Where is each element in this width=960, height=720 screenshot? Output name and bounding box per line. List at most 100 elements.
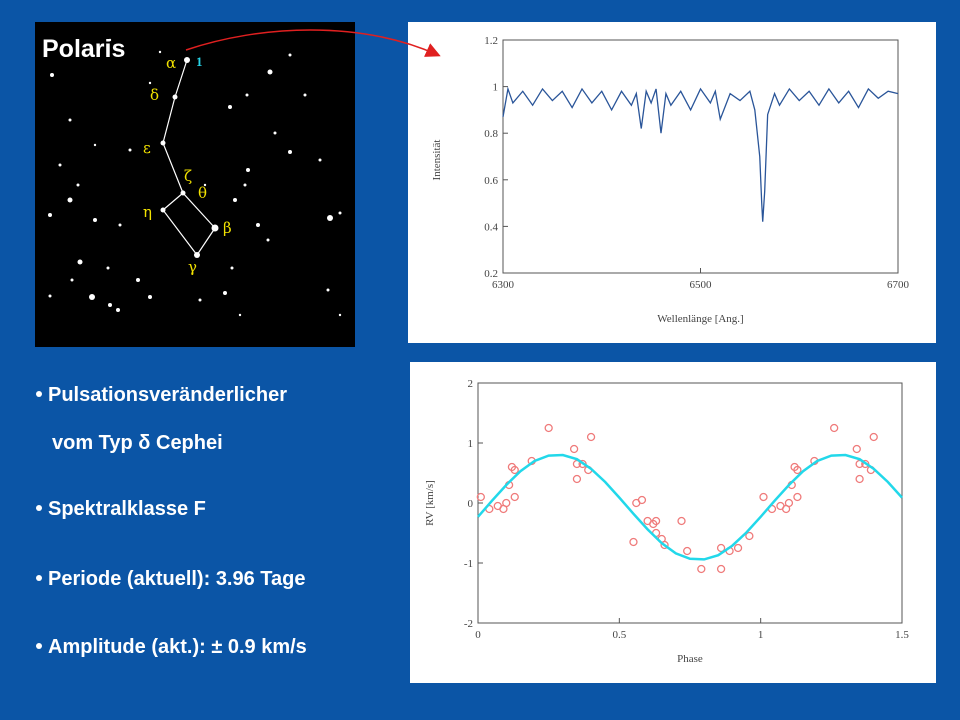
data-point	[697, 564, 706, 574]
data-point	[476, 492, 485, 502]
bullet-dot	[36, 391, 42, 397]
data-point	[569, 444, 579, 454]
y-tick-label: 0	[468, 498, 474, 510]
star	[48, 294, 52, 298]
bullet-dot	[36, 575, 42, 581]
star	[338, 313, 342, 317]
data-point	[586, 432, 596, 442]
bullet-dot	[36, 505, 42, 511]
x-tick-label: 0.5	[612, 629, 626, 641]
bullet-text: Amplitude (akt.): ± 0.9 km/s	[48, 636, 307, 658]
star	[68, 118, 72, 122]
chart: 0.2 0.4 0.6 0.8 1 1.2 6300 6500 6700 Wellenlänge …	[431, 35, 910, 325]
star-label: α	[166, 54, 176, 72]
star	[148, 81, 152, 85]
star	[116, 308, 120, 312]
rv-panel	[410, 362, 936, 683]
star	[245, 93, 249, 97]
data-line	[477, 453, 903, 561]
data-point	[852, 444, 861, 454]
star	[318, 158, 322, 162]
star	[246, 168, 250, 172]
star-label: θ	[198, 184, 207, 202]
data-point	[784, 498, 794, 508]
star	[327, 215, 333, 221]
data-point	[793, 492, 802, 502]
star	[108, 38, 112, 42]
x-tick-label: 6300	[492, 279, 515, 291]
star	[58, 163, 62, 167]
star	[230, 266, 234, 270]
star	[303, 93, 307, 97]
star	[136, 278, 140, 282]
data-point	[716, 543, 726, 553]
star	[223, 291, 227, 295]
data-line	[502, 86, 899, 222]
star	[106, 266, 110, 270]
star	[50, 73, 54, 77]
data-point	[683, 546, 692, 556]
data-point	[544, 423, 553, 433]
data-point	[830, 423, 839, 433]
data-point	[660, 540, 669, 550]
star	[93, 143, 97, 147]
x-tick-label: 1	[758, 629, 764, 641]
constellation-lines	[162, 59, 216, 257]
star-label: δ	[150, 86, 159, 104]
bullet-text: vom Typ δ Cephei	[52, 432, 223, 454]
chart: -2 -1 0 1 2 0 0.5 1 1.5 Phase RV [km/s]	[424, 378, 909, 665]
star	[48, 213, 52, 217]
star-label: η	[143, 203, 152, 221]
star	[288, 150, 292, 154]
star	[256, 223, 260, 227]
y-tick-label: 2	[468, 378, 474, 390]
bullet-list: Pulsationsveränderlicher vom Typ δ Cephei…	[36, 384, 307, 658]
star	[77, 259, 83, 265]
x-axis-label: Phase	[677, 653, 703, 665]
data-point	[637, 495, 647, 505]
data-point	[502, 498, 511, 508]
constellation-panel	[35, 22, 355, 347]
star	[158, 50, 162, 54]
x-tick-label: 1.5	[895, 629, 909, 641]
star	[89, 294, 95, 300]
star	[93, 218, 97, 222]
y-tick-label: 0.8	[484, 128, 498, 140]
y-axis-label: RV [km/s]	[424, 480, 436, 526]
star	[233, 198, 237, 202]
background-stars	[48, 38, 342, 317]
data-point	[510, 492, 519, 502]
star	[198, 298, 202, 302]
bullet-text: Pulsationsveränderlicher	[48, 384, 287, 406]
star	[128, 148, 132, 152]
star	[243, 183, 247, 187]
y-tick-label: -1	[464, 558, 473, 570]
star	[338, 211, 342, 215]
data-point	[629, 537, 638, 547]
star	[228, 105, 232, 109]
y-tick-label: 0.6	[484, 175, 498, 187]
star	[118, 223, 122, 227]
y-axis-label: Intensität	[431, 140, 443, 181]
y-tick-label: 0.2	[484, 268, 498, 280]
star-label: β	[223, 219, 232, 237]
y-tick-label: 1.2	[484, 35, 498, 47]
arrow	[185, 29, 441, 57]
spectrum-panel	[408, 22, 936, 343]
star	[203, 183, 207, 187]
star-label: γ	[188, 258, 197, 276]
data-point	[733, 543, 743, 553]
data-point	[651, 516, 661, 526]
data-point	[869, 432, 878, 442]
constellation-title: Polaris	[42, 35, 125, 63]
data-point	[716, 564, 726, 574]
constellation-stars	[160, 57, 219, 258]
data-point	[572, 474, 582, 484]
bullet-text: Periode (aktuell): 3.96 Tage	[48, 568, 306, 590]
x-tick-label: 0	[475, 629, 481, 641]
y-tick-label: 1	[493, 82, 499, 94]
x-tick-label: 6700	[887, 279, 910, 291]
bullet-text: Spektralklasse F	[48, 498, 206, 520]
star	[238, 313, 242, 317]
